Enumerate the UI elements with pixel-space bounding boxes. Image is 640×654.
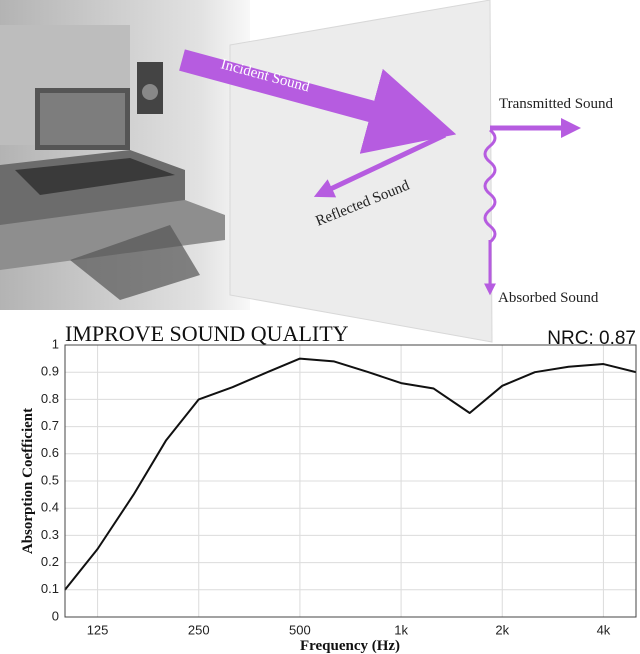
y-tick-label: 0.2 bbox=[41, 554, 59, 569]
y-tick-label: 1 bbox=[52, 336, 59, 351]
acoustic-panel bbox=[229, 0, 493, 343]
y-tick-label: 0.6 bbox=[41, 445, 59, 460]
y-tick-label: 0.1 bbox=[41, 581, 59, 596]
x-tick-label: 250 bbox=[188, 622, 210, 637]
x-tick-label: 125 bbox=[87, 622, 109, 637]
chart-subtitle: NRC: 0.87 bbox=[547, 328, 636, 349]
ticks: 0 0.1 0.2 0.3 0.4 0.5 0.6 0.7 0.8 0.9 1 125 250 500 1k… bbox=[41, 336, 611, 637]
transmitted-label: Transmitted Sound bbox=[499, 96, 614, 112]
x-tick-label: 500 bbox=[289, 622, 311, 637]
y-axis-label: Absorption Coefficient bbox=[20, 408, 36, 554]
studio-photo bbox=[0, 0, 250, 310]
absorbed-label: Absorbed Sound bbox=[498, 290, 599, 306]
y-tick-label: 0.3 bbox=[41, 527, 59, 542]
sound-arrows bbox=[179, 49, 581, 296]
data-line bbox=[64, 357, 637, 591]
plot-frame bbox=[64, 344, 637, 618]
y-tick-label: 0.5 bbox=[41, 472, 59, 487]
marks bbox=[64, 357, 637, 591]
y-tick-label: 0.7 bbox=[41, 418, 59, 433]
chart-title: IMPROVE SOUND QUALITY bbox=[65, 321, 349, 346]
y-tick-label: 0.9 bbox=[41, 364, 59, 379]
y-tick-label: 0 bbox=[52, 608, 59, 623]
x-tick-label: 1k bbox=[394, 622, 408, 637]
x-tick-label: 2k bbox=[495, 622, 509, 637]
y-tick-label: 0.4 bbox=[41, 500, 59, 515]
x-axis-label: Frequency (Hz) bbox=[300, 638, 400, 654]
x-tick-label: 4k bbox=[597, 622, 611, 637]
y-tick-label: 0.8 bbox=[41, 391, 59, 406]
